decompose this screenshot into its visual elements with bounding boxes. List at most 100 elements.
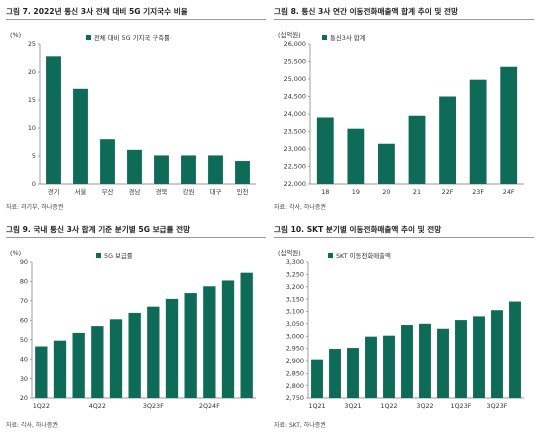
bar <box>439 96 456 184</box>
source-note: 자료: 각사, 하나증권 <box>274 204 326 211</box>
bar <box>383 335 395 398</box>
x-tick-label: 3Q23F <box>143 402 164 410</box>
y-tick-label: 60 <box>20 316 28 324</box>
y-tick-label: 3,050 <box>286 320 304 328</box>
bar <box>469 79 487 184</box>
y-axis-unit: (십억원) <box>278 30 301 39</box>
legend-swatch <box>96 253 101 258</box>
y-tick-label: 24,000 <box>284 110 306 118</box>
bar <box>408 115 426 184</box>
y-tick-label: 20 <box>28 68 36 76</box>
y-tick-label: 90 <box>20 258 28 266</box>
bar-chart-3: (%) 20 30 40 50 60 70 80 90 1Q22 4Q22 3Q23F 2Q24F 5G … <box>10 249 256 410</box>
bar <box>109 319 123 398</box>
x-tick-label: 18 <box>321 188 329 196</box>
bar <box>509 301 521 398</box>
x-tick-label: 대구 <box>210 188 222 196</box>
x-tick-label: 경남 <box>129 187 141 196</box>
bar <box>203 286 216 398</box>
bar <box>419 323 431 398</box>
bar <box>221 280 235 398</box>
x-tick-label: 19 <box>352 188 360 196</box>
y-tick-label: 22,000 <box>284 180 306 188</box>
chart-title: 그림 10. SKT 분기별 이동전화매출액 추이 및 전망 <box>274 224 534 238</box>
legend-swatch <box>328 253 333 258</box>
legend-swatch <box>322 35 327 40</box>
y-axis-unit: (십억원) <box>278 248 301 257</box>
x-tick-label: 강원 <box>183 187 195 196</box>
chart-title: 그림 9. 국내 통신 3사 합계 기준 분기별 5G 보급률 전망 <box>6 224 266 238</box>
y-tick-label: 22,500 <box>284 163 306 171</box>
y-tick-label: 3,200 <box>286 283 304 291</box>
legend-label: 통신3사 합계 <box>330 33 366 42</box>
y-tick-label: 20 <box>20 394 28 402</box>
legend-swatch <box>86 35 91 40</box>
bar <box>378 143 395 184</box>
y-tick-label: 10 <box>28 124 36 132</box>
y-axis-unit: (%) <box>10 249 21 257</box>
bar <box>127 149 142 184</box>
y-tick-label: 26,000 <box>284 40 306 48</box>
bar <box>154 155 169 184</box>
y-tick-label: 23,000 <box>284 145 306 153</box>
y-tick-label: 2,800 <box>286 382 304 390</box>
y-tick-label: 3,000 <box>286 332 304 340</box>
bar <box>72 332 85 398</box>
y-tick-label: 3,300 <box>286 258 304 266</box>
y-tick-label: 15 <box>28 96 36 104</box>
chart-panel-2: 그림 8. 통신 3사 연간 이동전화매출액 합계 추이 및 전망 (십억원) 2… <box>274 6 534 216</box>
x-tick-label: 1Q21 <box>308 402 325 410</box>
legend-label: SKT 이동전화매출액 <box>336 251 391 260</box>
y-axis-unit: (%) <box>10 31 21 39</box>
y-tick-label: 0 <box>32 180 36 188</box>
bar <box>128 312 141 398</box>
x-tick-label: 21 <box>413 188 421 196</box>
x-tick-label: 부산 <box>102 187 114 196</box>
bar <box>184 293 197 398</box>
y-tick-label: 2,850 <box>286 369 304 377</box>
x-tick-label: 1Q22 <box>380 402 397 410</box>
chart-panel-4: 그림 10. SKT 분기별 이동전화매출액 추이 및 전망 (십억원) 2,75… <box>274 224 534 434</box>
bar <box>347 128 365 184</box>
bar <box>500 66 518 184</box>
bar <box>147 306 160 398</box>
x-tick-label: 2Q24F <box>199 402 220 410</box>
source-note: 자료: 각사, 하나증권 <box>6 422 58 429</box>
y-tick-label: 25,000 <box>284 75 306 83</box>
y-tick-label: 2,750 <box>286 394 304 402</box>
chart-title: 그림 8. 통신 3사 연간 이동전화매출액 합계 추이 및 전망 <box>274 6 534 20</box>
x-tick-label: 인천 <box>237 187 249 196</box>
legend-label: 5G 보급률 <box>104 252 133 260</box>
y-tick-label: 24,500 <box>284 93 306 101</box>
x-tick-label: 20 <box>382 188 390 196</box>
y-tick-label: 23,500 <box>284 128 306 136</box>
x-tick-label: 3Q23F <box>487 402 508 410</box>
bar <box>311 359 323 398</box>
y-tick-label: 30 <box>20 375 28 383</box>
source-note: 자료: SKT, 하나증권 <box>274 422 326 429</box>
y-tick-label: 40 <box>20 355 28 363</box>
x-tick-label: 3Q22 <box>416 402 433 410</box>
x-tick-label: 3Q21 <box>344 402 361 410</box>
bar <box>73 88 88 184</box>
chart-panel-3: 그림 9. 국내 통신 3사 합계 기준 분기별 5G 보급률 전망 (%) 20… <box>6 224 266 434</box>
y-tick-label: 2,900 <box>286 357 304 365</box>
source-note: 자료: 과기부, 하나증권 <box>6 204 64 211</box>
bar <box>240 272 253 398</box>
bar <box>165 298 179 398</box>
y-tick-label: 3,150 <box>286 295 304 303</box>
x-tick-label: 24F <box>503 188 515 196</box>
x-tick-label: 경북 <box>156 187 168 196</box>
x-tick-label: 경기 <box>48 187 60 196</box>
bar <box>35 346 48 398</box>
bar <box>91 326 104 398</box>
bar <box>181 155 196 184</box>
y-tick-label: 3,250 <box>286 271 304 279</box>
x-tick-label: 서울 <box>75 187 87 196</box>
y-tick-label: 50 <box>20 336 28 344</box>
y-tick-label: 25 <box>28 40 36 48</box>
y-tick-label: 2,950 <box>286 345 304 353</box>
x-tick-label: 1Q22 <box>33 402 50 410</box>
bar <box>208 155 223 184</box>
bar <box>455 320 467 398</box>
